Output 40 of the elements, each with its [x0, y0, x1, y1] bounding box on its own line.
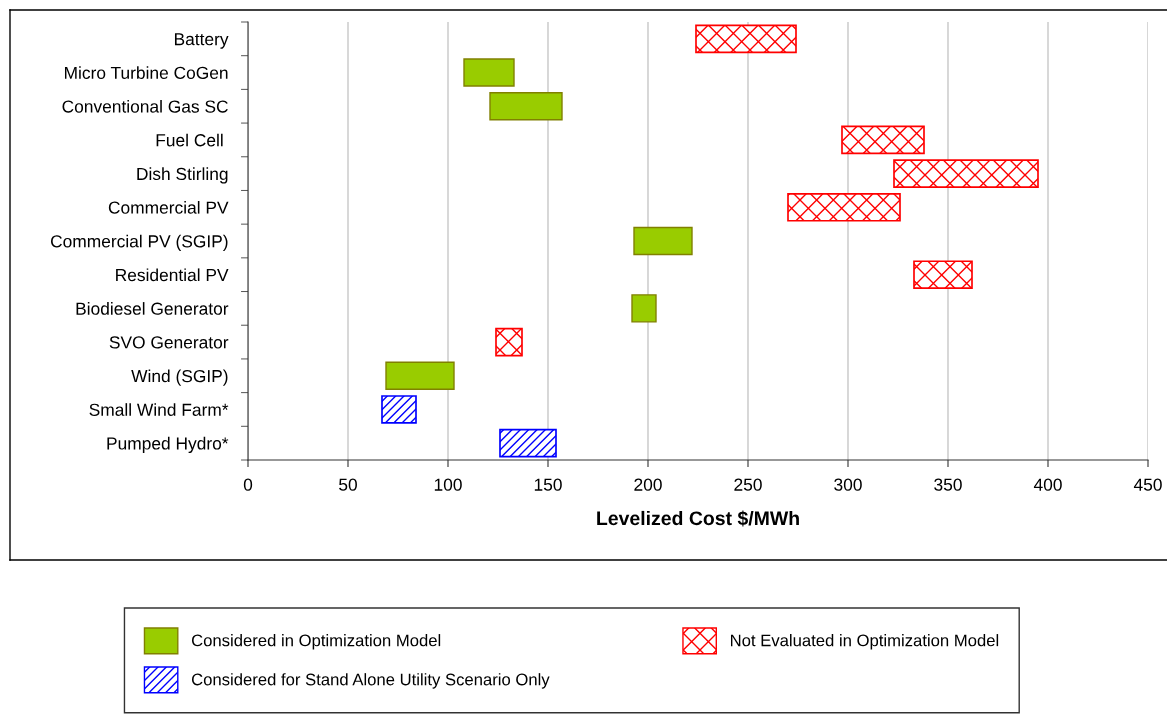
y-tick-label: Micro Turbine CoGen — [64, 66, 228, 79]
x-tick-label: 250 — [734, 478, 762, 491]
x-tick-label: 400 — [1033, 478, 1062, 491]
bar — [695, 24, 797, 54]
x-tick-label: 200 — [634, 478, 662, 491]
y-tick-label: Wind (SGIP) — [131, 369, 228, 386]
bar — [893, 159, 1039, 188]
y-tick-label: Fuel Cell — [156, 133, 223, 147]
x-axis-title: Levelized Cost $/MWh — [597, 510, 799, 527]
x-tick-label: 0 — [243, 478, 253, 491]
legend-label: Not Evaluated in Optimization Model — [731, 634, 999, 650]
y-tick-label: Biodiesel Generator — [76, 302, 229, 315]
bar — [499, 428, 557, 458]
x-tick-label: 150 — [534, 478, 562, 491]
bar — [631, 294, 657, 323]
y-tick-label: Dish Stirling — [137, 167, 228, 184]
y-tick-label: Conventional Gas SC — [62, 99, 228, 113]
bar — [385, 361, 455, 390]
y-tick-label: Residential PV — [116, 268, 229, 282]
x-tick-label: 100 — [434, 478, 462, 491]
y-tick-label: SVO Generator — [109, 336, 229, 349]
bar — [381, 395, 417, 424]
x-tick-label: 350 — [934, 478, 962, 491]
y-tick-label: Pumped Hydro* — [107, 436, 229, 454]
bar — [841, 125, 925, 155]
bar — [495, 327, 523, 357]
x-tick-label: 300 — [834, 478, 862, 491]
x-tick-label: 450 — [1133, 478, 1162, 491]
bar — [463, 58, 515, 87]
x-tick-label: 50 — [339, 478, 357, 491]
y-tick-label: Commercial PV — [108, 201, 229, 214]
legend-label: Considered in Optimization Model — [191, 634, 441, 650]
bar — [489, 92, 563, 121]
y-tick-label: Battery — [174, 33, 229, 49]
bar — [913, 260, 973, 290]
y-tick-label: Small Wind Farm* — [89, 403, 229, 416]
bar — [633, 226, 693, 256]
legend-label: Considered for Stand Alone Utility Scenario Only — [191, 673, 550, 689]
y-tick-label: Commercial PV (SGIP) — [50, 234, 228, 251]
bar — [787, 192, 901, 222]
